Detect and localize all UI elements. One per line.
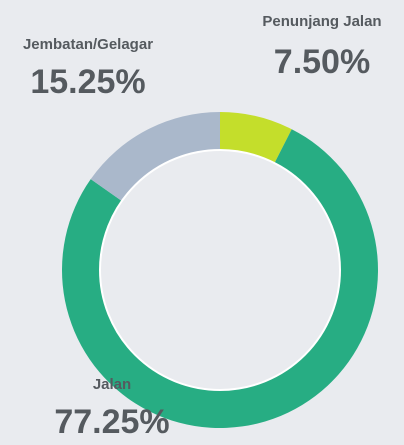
segment-name: Jembatan/Gelagar (23, 36, 153, 53)
inner-edge (99, 149, 341, 391)
segment-value: 15.25% (30, 63, 145, 101)
segment-name: Penunjang Jalan (262, 13, 381, 30)
donut-segment (220, 112, 292, 164)
segment-value: 7.50% (274, 43, 370, 81)
segment-value: 77.25% (54, 403, 169, 441)
donut-segment (90, 112, 220, 201)
segment-name: Jalan (93, 376, 131, 393)
